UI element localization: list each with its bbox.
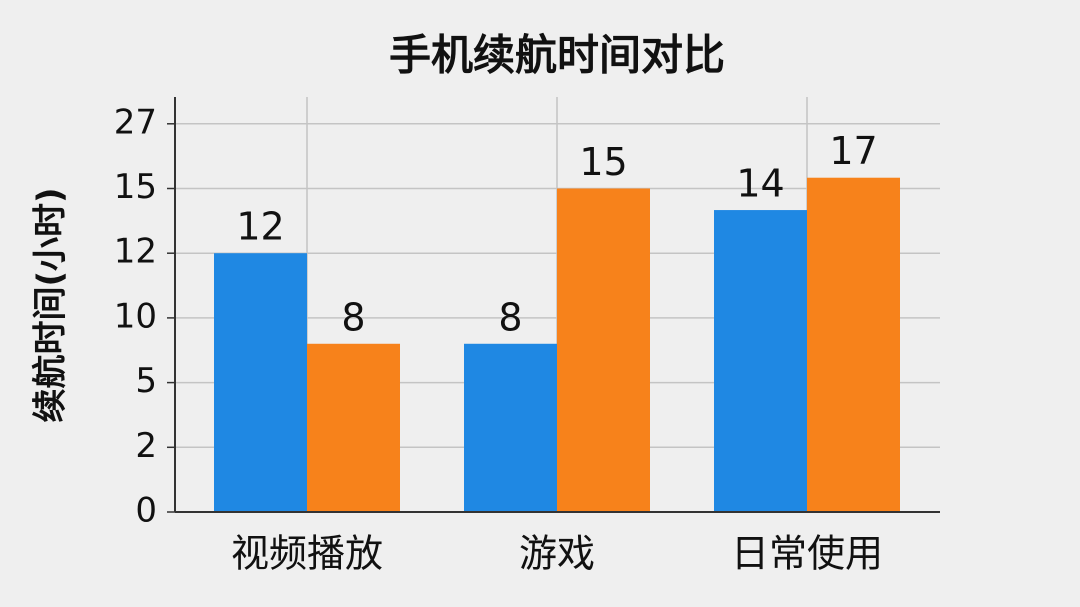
bar bbox=[214, 253, 307, 512]
value-label: 8 bbox=[498, 295, 522, 339]
value-label: 17 bbox=[829, 129, 877, 173]
y-tick-label: 5 bbox=[135, 361, 157, 401]
value-label: 8 bbox=[341, 295, 365, 339]
bar bbox=[557, 188, 650, 512]
y-axis-label: 续航时间(小时) bbox=[31, 187, 71, 422]
y-tick-label: 2 bbox=[135, 426, 157, 466]
bar bbox=[714, 210, 807, 513]
x-tick-label: 游戏 bbox=[519, 532, 595, 576]
value-label: 15 bbox=[579, 140, 627, 184]
bar bbox=[464, 343, 557, 512]
bar bbox=[307, 343, 400, 512]
value-label: 14 bbox=[736, 162, 784, 206]
y-tick-label: 12 bbox=[114, 232, 157, 272]
x-tick-label: 视频播放 bbox=[231, 532, 383, 576]
y-tick-label: 15 bbox=[114, 167, 157, 207]
x-tick-label: 日常使用 bbox=[731, 532, 883, 576]
y-tick-label: 0 bbox=[135, 491, 157, 531]
bar bbox=[807, 177, 900, 512]
value-label: 12 bbox=[236, 205, 284, 249]
y-tick-label: 10 bbox=[114, 296, 157, 336]
y-tick-label: 27 bbox=[114, 102, 157, 142]
chart-title: 手机续航时间对比 bbox=[389, 31, 725, 80]
